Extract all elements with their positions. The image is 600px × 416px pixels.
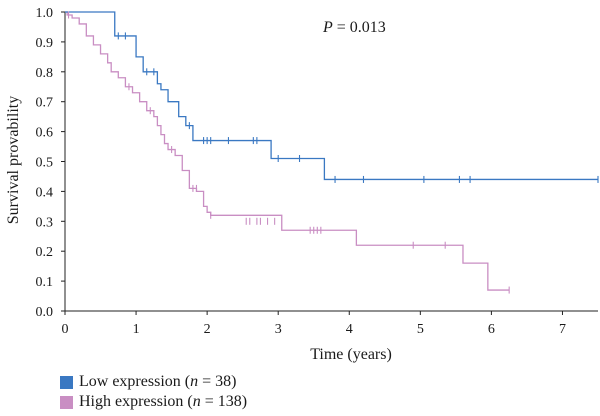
censor-marks <box>68 11 599 294</box>
series-line-high <box>65 11 510 291</box>
x-tick-label: 7 <box>559 322 566 337</box>
legend-item-high: High expression (n = 138) <box>60 392 247 412</box>
series-line-low <box>65 11 598 181</box>
y-tick-label: 0.5 <box>36 156 54 171</box>
legend-label-high: High expression (n = 138) <box>79 393 248 410</box>
x-tick-label: 2 <box>204 322 211 337</box>
legend-swatch-low <box>60 375 73 389</box>
y-tick-label: 0.4 <box>36 185 54 200</box>
y-tick-label: 0.1 <box>36 275 54 290</box>
y-tick-label: 0.8 <box>36 66 54 81</box>
y-tick-label: 0.0 <box>36 305 54 320</box>
legend-item-low: Low expression (n = 38) <box>60 372 247 392</box>
y-tick-label: 0.7 <box>36 96 54 111</box>
x-tick-label: 3 <box>275 322 282 337</box>
x-tick-label: 4 <box>346 322 353 337</box>
y-tick-label: 0.2 <box>36 245 54 260</box>
x-axis-label: Time (years) <box>310 346 392 363</box>
y-tick-label: 0.6 <box>36 126 54 141</box>
y-tick-label: 0.9 <box>36 36 54 51</box>
x-tick-label: 0 <box>62 322 69 337</box>
legend: Low expression (n = 38) High expression … <box>60 372 247 412</box>
p-value-annotation: P = 0.013 <box>322 19 386 36</box>
y-tick-label: 0.3 <box>36 215 54 230</box>
y-axis-label: Survival provability <box>5 96 22 224</box>
y-tick-label: 1.0 <box>36 6 54 21</box>
series-lines <box>65 11 598 291</box>
tick-labels: 0.0 0.1 0.2 0.3 0.4 0.5 0.6 0.7 0.8 0.9 1.0 0 1 2 3 4 5 6… <box>36 6 566 337</box>
x-tick-label: 1 <box>133 322 140 337</box>
x-tick-label: 5 <box>417 322 424 337</box>
legend-swatch-high <box>60 395 73 409</box>
legend-label-low: Low expression (n = 38) <box>79 373 237 390</box>
x-tick-label: 6 <box>488 322 495 337</box>
axes <box>61 11 598 315</box>
